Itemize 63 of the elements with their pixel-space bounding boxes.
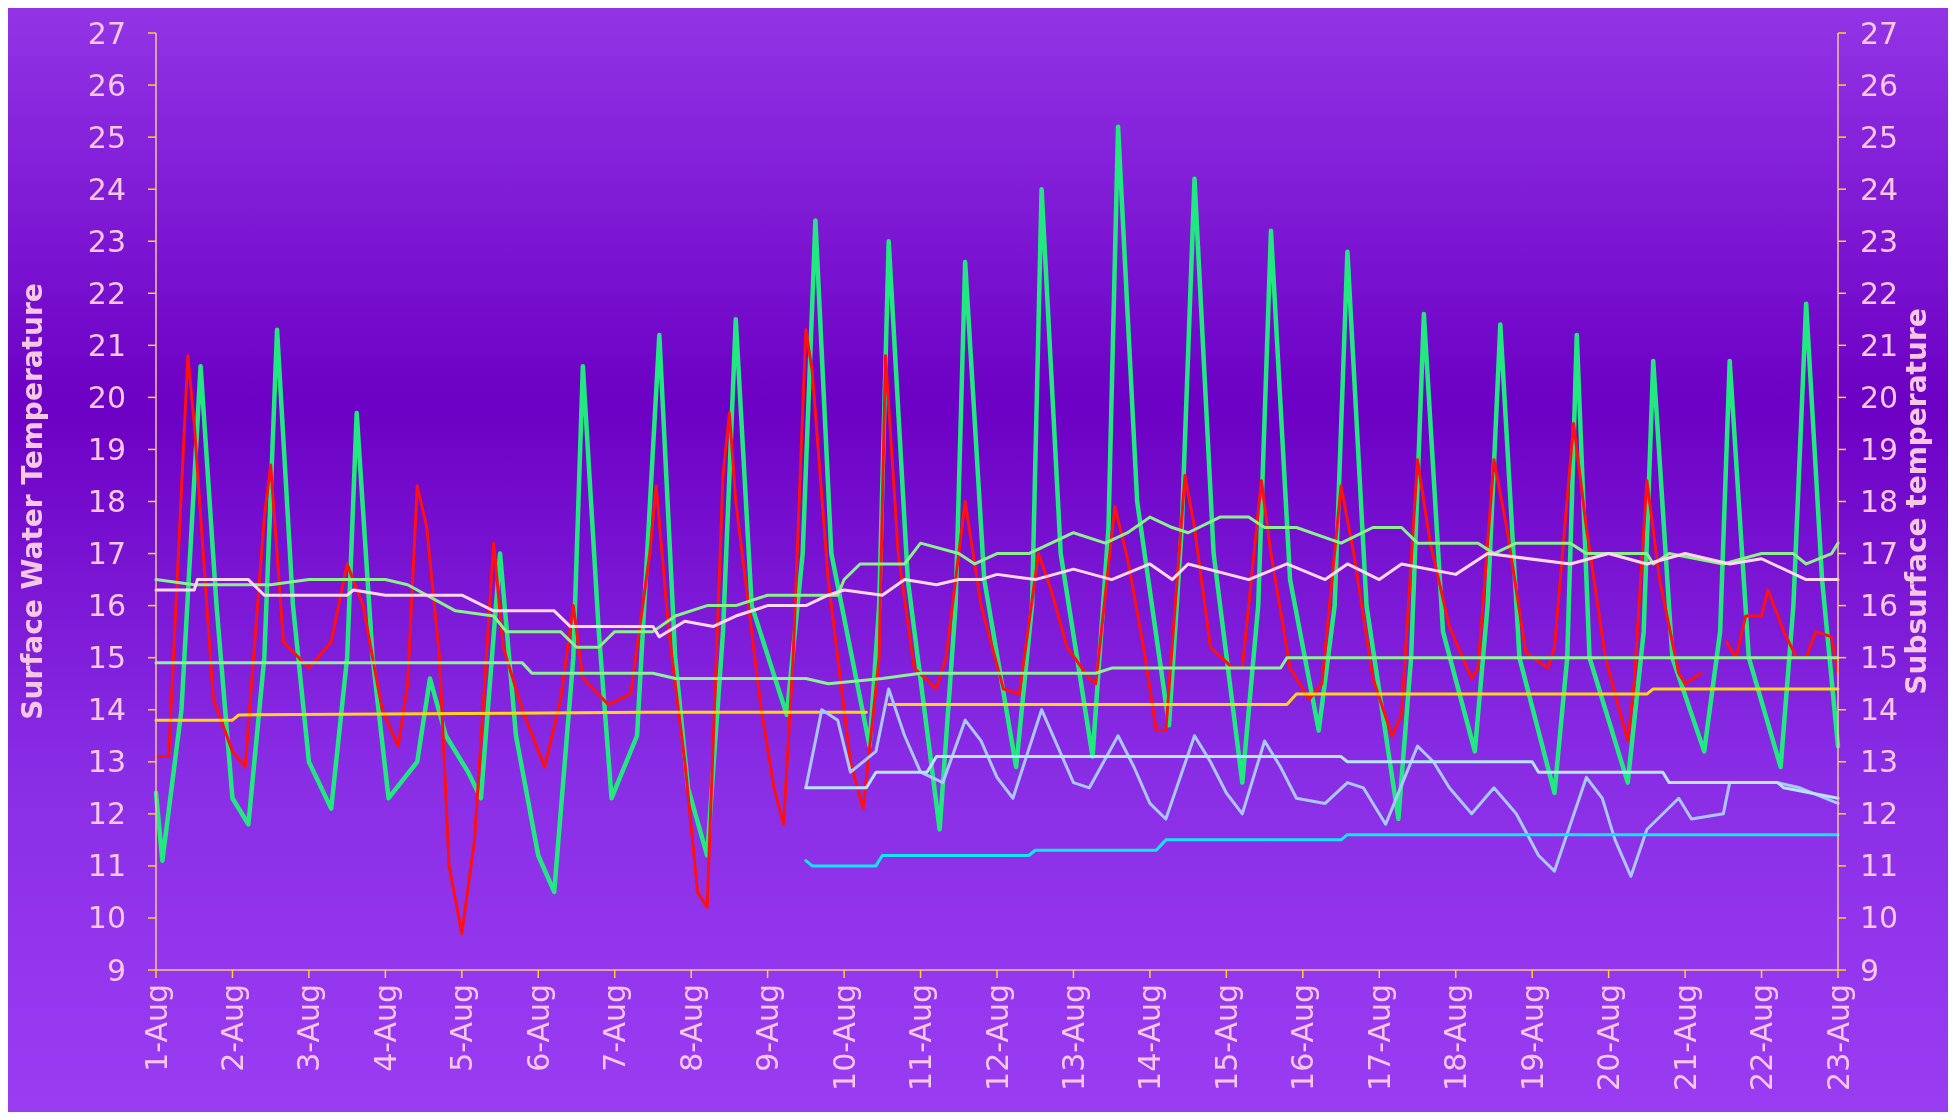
y2-tick-label: 13 [1860, 744, 1899, 780]
x-tick-label: 21-Aug [1667, 984, 1703, 1091]
y-tick-label: 27 [87, 15, 126, 51]
y2-axis-title: Subsurface temperature [1900, 308, 1933, 695]
y2-tick-label: 15 [1860, 640, 1899, 676]
y2-tick-label: 24 [1860, 171, 1899, 207]
y-tick-label: 14 [87, 692, 126, 728]
y-tick-label: 17 [87, 536, 126, 572]
y2-tick-label: 10 [1860, 900, 1899, 936]
x-tick-label: 16-Aug [1285, 984, 1321, 1091]
x-tick-label: 1-Aug [138, 984, 174, 1072]
y2-tick-label: 14 [1860, 692, 1899, 728]
y-tick-label: 26 [87, 67, 126, 103]
x-tick-label: 13-Aug [1055, 984, 1091, 1091]
y-tick-label: 16 [87, 588, 126, 624]
x-tick-label: 5-Aug [444, 984, 480, 1072]
y2-tick-label: 19 [1860, 431, 1899, 467]
y2-tick-label: 17 [1860, 536, 1899, 572]
y-tick-label: 22 [87, 275, 126, 311]
x-tick-label: 20-Aug [1591, 984, 1627, 1091]
x-tick-label: 8-Aug [673, 984, 709, 1072]
y-tick-label: 23 [87, 223, 126, 259]
y-tick-label: 18 [87, 484, 126, 519]
x-tick-label: 14-Aug [1132, 984, 1168, 1091]
y2-tick-label: 26 [1860, 67, 1899, 103]
x-tick-label: 12-Aug [979, 984, 1015, 1091]
x-tick-label: 11-Aug [903, 984, 939, 1091]
x-tick-label: 9-Aug [750, 984, 786, 1072]
x-tick-label: 3-Aug [291, 984, 327, 1072]
y-tick-label: 24 [87, 171, 126, 207]
x-tick-label: 4-Aug [367, 984, 403, 1072]
y-tick-label: 12 [87, 796, 126, 832]
y-tick-label: 10 [87, 900, 126, 936]
x-tick-label: 6-Aug [520, 984, 556, 1072]
y2-tick-label: 12 [1860, 796, 1899, 832]
y-tick-label: 15 [87, 640, 126, 676]
y2-tick-label: 22 [1860, 275, 1899, 311]
y-tick-label: 9 [106, 952, 126, 988]
y2-tick-label: 11 [1860, 848, 1899, 884]
x-tick-label: 23-Aug [1820, 984, 1856, 1091]
y2-tick-label: 9 [1860, 952, 1880, 988]
x-tick-label: 19-Aug [1514, 984, 1550, 1091]
y2-tick-label: 21 [1860, 327, 1899, 363]
x-tick-label: 17-Aug [1361, 984, 1397, 1091]
y-tick-label: 13 [87, 744, 126, 780]
y-tick-label: 20 [87, 379, 126, 415]
y2-tick-label: 18 [1860, 484, 1899, 519]
x-tick-label: 10-Aug [826, 984, 862, 1091]
y2-tick-label: 25 [1860, 119, 1899, 155]
y2-tick-label: 23 [1860, 223, 1899, 259]
y2-tick-label: 16 [1860, 588, 1899, 624]
x-tick-label: 18-Aug [1438, 984, 1474, 1091]
x-tick-label: 2-Aug [214, 984, 250, 1072]
y-tick-label: 21 [87, 327, 126, 363]
y-tick-label: 11 [87, 848, 126, 884]
y2-tick-label: 27 [1860, 15, 1899, 51]
x-tick-label: 15-Aug [1208, 984, 1244, 1091]
x-tick-label: 7-Aug [597, 984, 633, 1072]
y-tick-label: 19 [87, 431, 126, 467]
y-axis-title: Surface Water Temperature [16, 283, 49, 720]
x-tick-label: 22-Aug [1744, 984, 1780, 1091]
y2-tick-label: 20 [1860, 379, 1899, 415]
y-tick-label: 25 [87, 119, 126, 155]
